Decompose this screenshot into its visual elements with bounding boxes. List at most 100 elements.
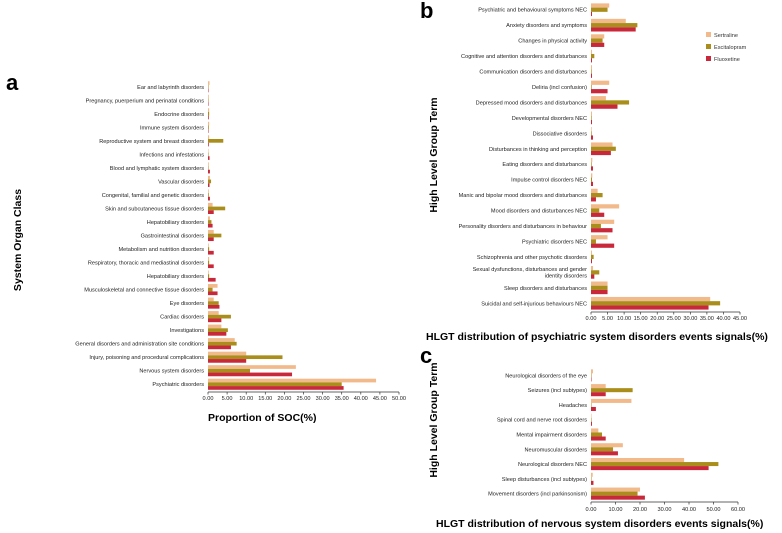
bar-escitalopram-immune-system-disorders <box>208 125 209 130</box>
category-label-spinal-cord-and-nerve-root-disorders: Spinal cord and nerve root disorders <box>497 418 587 424</box>
bar-escitalopram-neuromuscular-disorders <box>591 447 614 452</box>
bar-sertraline-changes-in-physical-activity <box>591 34 605 39</box>
legend-swatch-escitalopram <box>706 44 711 49</box>
category-label-movement-disorders-incl-parkinsonism: Movement disorders (incl parkinsonism) <box>488 492 587 498</box>
bar-sertraline-sleep-disturbances-incl-subtypes <box>591 472 593 477</box>
x-tick-label: 50.00 <box>392 396 406 402</box>
bar-fluoxetine-mental-impairment-disorders <box>591 436 606 441</box>
bar-escitalopram-psychiatric-disorders <box>208 382 342 387</box>
bar-sertraline-hepatobiliary-disorders <box>208 270 209 275</box>
bar-escitalopram-ear-and-labyrinth-disorders <box>208 84 209 89</box>
x-tick-label: 40.00 <box>716 316 730 322</box>
category-label-musculoskeletal-and-connective-tissue-disorders: Musculoskeletal and connective tissue di… <box>84 288 204 294</box>
x-tick-label: 35.00 <box>700 316 714 322</box>
bar-escitalopram-psychiatric-disorders-nec <box>591 239 596 244</box>
bar-fluoxetine-sleep-disorders-and-disturbances <box>591 289 608 295</box>
bar-escitalopram-congenital-familial-and-genetic-disorders <box>208 193 209 197</box>
bar-escitalopram-sleep-disorders-and-disturbances <box>591 285 608 290</box>
bar-escitalopram-deliria-incl-confusion <box>591 84 592 90</box>
bar-fluoxetine-neuromuscular-disorders <box>591 451 618 456</box>
bar-escitalopram-neurological-disorders-nec <box>591 462 719 467</box>
bar-sertraline-deliria-incl-confusion <box>591 80 610 85</box>
y-axis-title: System Organ Class <box>12 189 24 291</box>
bar-escitalopram-psychiatric-and-behavioural-symptoms-nec <box>591 7 608 12</box>
bar-fluoxetine-reproductive-system-and-breast-disorders <box>208 142 209 147</box>
bar-sertraline-gastrointestinal-disorders <box>208 229 214 234</box>
category-label-cognitive-and-attention-disorders-and-disturbances: Cognitive and attention disorders and di… <box>461 54 587 60</box>
category-label-blood-and-lymphatic-system-disorders: Blood and lymphatic system disorders <box>110 166 204 172</box>
category-label-seizures-incl-subtypes: Seizures (incl subtypes) <box>528 388 588 394</box>
bar-escitalopram-personality-disorders-and-disturbances-in-behaviour <box>591 223 601 229</box>
category-label-eye-disorders: Eye disorders <box>170 301 204 307</box>
x-tick-label: 10.00 <box>239 396 253 402</box>
bar-fluoxetine-personality-disorders-and-disturbances-in-behaviour <box>591 228 613 233</box>
bar-sertraline-endocrine-disorders <box>208 108 210 112</box>
bar-sertraline-metabolism-and-nutrition-disorders <box>208 243 209 248</box>
bar-sertraline-dissociative-disorders <box>591 126 592 132</box>
bar-escitalopram-vascular-disorders <box>208 179 212 184</box>
bar-fluoxetine-changes-in-physical-activity <box>591 42 605 47</box>
x-tick-label: 40.00 <box>354 396 368 402</box>
x-tick-label: 30.00 <box>316 396 330 402</box>
chart-nervous-hlgt: 0.00 10.00 20.00 30.00 40.00 50.00 60.00 Neurol… <box>428 362 763 530</box>
bar-fluoxetine-psychiatric-disorders-nec <box>591 243 615 248</box>
bar-fluoxetine-pregnancy-puerperium-and-perinatal-conditions <box>208 102 209 106</box>
bar-escitalopram-seizures-incl-subtypes <box>591 388 633 393</box>
bar-sertraline-personality-disorders-and-disturbances-in-behaviour <box>591 219 615 224</box>
category-label-sexual-dysfunctions-disturbances-and-gender-identity-disorders: Sexual dysfunctions, disturbances and ge… <box>473 267 588 279</box>
bar-fluoxetine-developmental-disorders-nec <box>591 119 592 125</box>
x-tick-label: 0.00 <box>203 396 214 402</box>
x-tick-label: 50.00 <box>707 507 721 513</box>
bar-sertraline-disturbances-in-thinking-and-perception <box>591 142 613 147</box>
bar-fluoxetine-congenital-familial-and-genetic-disorders <box>208 196 210 201</box>
category-label-anxiety-disorders-and-symptoms: Anxiety disorders and symptoms <box>506 23 587 29</box>
category-label-cardiac-disorders: Cardiac disorders <box>160 315 204 321</box>
x-tick-label: 45.00 <box>733 316 747 322</box>
bar-sertraline-sleep-disorders-and-disturbances <box>591 281 608 286</box>
bar-escitalopram-sleep-disturbances-incl-subtypes <box>591 476 592 481</box>
category-label-impulse-control-disorders-nec: Impulse control disorders NEC <box>511 178 587 184</box>
x-tick-label: 0.00 <box>586 507 597 513</box>
bar-fluoxetine-metabolism-and-nutrition-disorders <box>208 250 214 255</box>
bar-sertraline-injury-poisoning-and-procedural-complications <box>208 351 247 356</box>
bar-escitalopram-gastrointestinal-disorders <box>208 233 222 238</box>
bar-escitalopram-communication-disorders-and-disturbances <box>591 69 592 74</box>
category-label-psychiatric-and-behavioural-symptoms-nec: Psychiatric and behavioural symptoms NEC <box>478 8 587 14</box>
bar-escitalopram-disturbances-in-thinking-and-perception <box>591 146 616 151</box>
bar-fluoxetine-headaches <box>591 406 596 412</box>
x-tick-label: 45.00 <box>373 396 387 402</box>
bar-fluoxetine-investigations <box>208 332 227 336</box>
bar-escitalopram-developmental-disorders-nec <box>591 115 592 120</box>
bar-sertraline-impulse-control-disorders-nec <box>591 173 593 178</box>
bar-escitalopram-schizophrenia-and-other-psychotic-disorders <box>591 254 594 260</box>
bar-escitalopram-metabolism-and-nutrition-disorders <box>208 247 210 251</box>
x-tick-label: 30.00 <box>683 316 697 322</box>
bar-sertraline-respiratory-thoracic-and-mediastinal-disorders <box>208 256 210 261</box>
category-label-hepatobiliary-disorders: Hepatobiliary disorders <box>147 274 204 280</box>
category-label-developmental-disorders-nec: Developmental disorders NEC <box>512 116 587 122</box>
category-label-injury-poisoning-and-procedural-complications: Injury, poisoning and procedural complic… <box>89 355 204 361</box>
bar-fluoxetine-vascular-disorders <box>208 183 210 187</box>
panel-letter-a: a <box>6 70 19 95</box>
bar-fluoxetine-depressed-mood-disorders-and-disturbances <box>591 104 618 109</box>
bar-fluoxetine-nervous-system-disorders <box>208 372 293 377</box>
category-label-endocrine-disorders: Endocrine disorders <box>154 112 204 118</box>
category-label-congenital-familial-and-genetic-disorders: Congenital, familial and genetic disorde… <box>102 193 205 199</box>
bar-sertraline-eating-disorders-and-disturbances <box>591 157 593 163</box>
x-tick-label: 25.00 <box>297 396 311 402</box>
category-label-neuromuscular-disorders: Neuromuscular disorders <box>525 447 588 453</box>
category-label-psychiatric-disorders-nec: Psychiatric disorders NEC <box>522 239 587 245</box>
bar-escitalopram-skin-and-subcutaneous-tissue-disorders <box>208 206 226 211</box>
bar-escitalopram-depressed-mood-disorders-and-disturbances <box>591 100 630 105</box>
bar-fluoxetine-cardiac-disorders <box>208 318 222 323</box>
legend-label-escitalopram: Escitalopram <box>714 45 747 51</box>
x-tick-label: 30.00 <box>658 507 672 513</box>
bar-sertraline-movement-disorders-incl-parkinsonism <box>591 487 640 492</box>
category-label-schizophrenia-and-other-psychotic-disorders: Schizophrenia and other psychotic disord… <box>477 255 587 261</box>
bar-fluoxetine-hepatobiliary-disorders <box>208 223 213 228</box>
bar-fluoxetine-psychiatric-disorders <box>208 386 344 390</box>
legend-swatch-sertraline <box>706 32 711 37</box>
x-tick-label: 20.00 <box>650 316 664 322</box>
bar-sertraline-hepatobiliary-disorders <box>208 216 210 221</box>
category-label-communication-disorders-and-disturbances: Communication disorders and disturbances <box>479 70 587 76</box>
